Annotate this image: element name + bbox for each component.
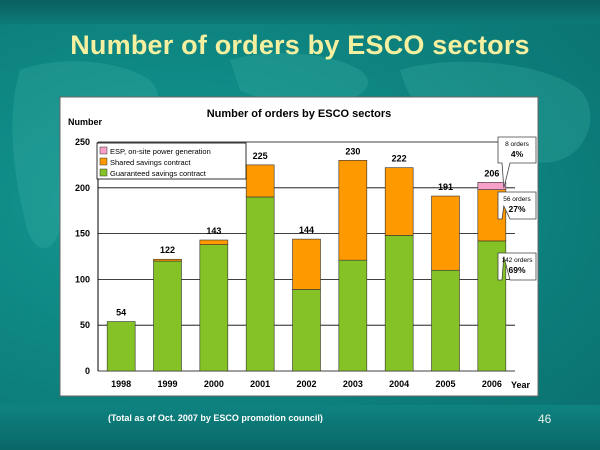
x-tick-label: 1999 [157, 379, 177, 389]
callout-orders: 56 orders [503, 196, 531, 203]
bar-total-label: 222 [392, 154, 407, 164]
callout-percent: 4% [511, 149, 524, 159]
legend-label: Shared savings contract [110, 158, 191, 167]
bar-total-label: 143 [206, 226, 221, 236]
chart-title: Number of orders by ESCO sectors [207, 108, 392, 120]
x-tick-label: 2002 [296, 379, 316, 389]
callout-box [497, 136, 537, 188]
bottom-band [0, 405, 600, 450]
callout-orders: 142 orders [501, 257, 533, 264]
bar-segment [384, 167, 414, 236]
y-tick-label: 100 [75, 274, 90, 284]
x-tick-label: 2004 [389, 379, 409, 389]
bar-total-label: 225 [253, 151, 268, 161]
x-tick-label: 2000 [204, 379, 224, 389]
bar-segment [199, 239, 229, 245]
callout-box [497, 191, 537, 220]
legend-box [96, 142, 247, 180]
footnote: (Total as of Oct. 2007 by ESCO promotion… [108, 413, 323, 423]
x-tick-label: 2006 [482, 379, 502, 389]
x-tick-label: 2005 [435, 379, 455, 389]
bar-segment [431, 195, 460, 271]
bar-total-label: 206 [484, 168, 499, 178]
y-tick-label: 150 [75, 229, 90, 239]
y-axis-label: Number [68, 117, 103, 127]
bar-segment [338, 259, 368, 372]
bar-segment [245, 196, 275, 372]
legend-swatch [99, 146, 108, 155]
bar-segment [245, 164, 275, 198]
bar-total-label: 191 [438, 182, 453, 192]
slide-title: Number of orders by ESCO sectors [70, 30, 530, 60]
legend-label: ESP, on-site power generation [110, 147, 211, 156]
bar-segment [338, 160, 368, 261]
y-tick-label: 200 [75, 183, 90, 193]
x-tick-label: 2001 [250, 379, 270, 389]
bar-segment [106, 321, 136, 372]
top-band [0, 0, 600, 24]
y-tick-label: 250 [75, 137, 90, 147]
x-tick-label: 2003 [343, 379, 363, 389]
bar-segment [292, 289, 321, 372]
callout-percent: 69% [508, 265, 525, 275]
legend-label: Guaranteed savings contract [110, 169, 207, 178]
y-tick-label: 50 [80, 320, 90, 330]
x-tick-label: 1998 [111, 379, 131, 389]
bar-total-label: 54 [116, 308, 126, 318]
legend-swatch [99, 157, 108, 166]
bar-segment [153, 258, 182, 262]
bar-segment [384, 235, 414, 372]
bar-segment [153, 260, 182, 372]
callout-box [497, 252, 537, 281]
legend-swatch [99, 168, 108, 177]
page-number: 46 [538, 412, 552, 426]
callout-percent: 27% [508, 204, 525, 214]
bar-segment [431, 269, 460, 372]
callout-orders: 8 orders [505, 141, 530, 148]
bar-segment [292, 238, 321, 290]
x-axis-label: Year [511, 380, 531, 390]
bar-segment [199, 244, 229, 372]
bar-segment [477, 182, 507, 190]
y-tick-label: 0 [85, 366, 90, 376]
bar-total-label: 144 [299, 225, 314, 235]
bar-total-label: 230 [345, 146, 360, 156]
bar-total-label: 122 [160, 245, 175, 255]
